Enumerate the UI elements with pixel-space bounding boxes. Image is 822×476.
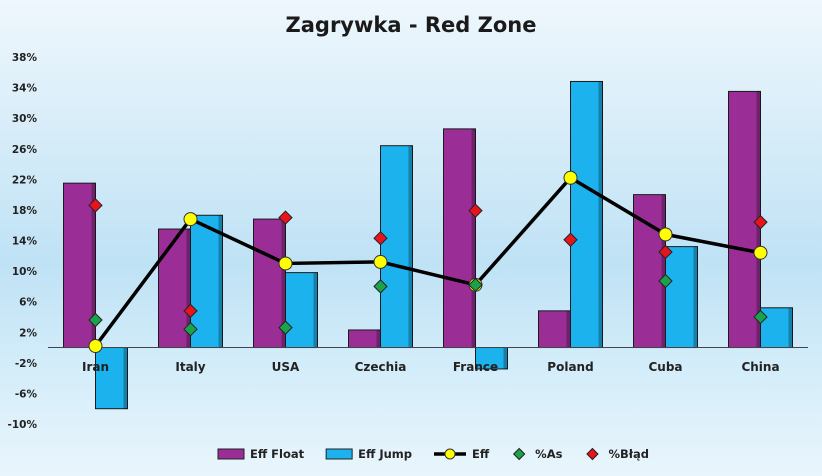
bar-shade bbox=[186, 229, 191, 348]
y-tick-label: -10% bbox=[8, 419, 38, 431]
category-label: Iran bbox=[82, 360, 109, 374]
legend-swatch bbox=[586, 447, 599, 461]
bar-shade bbox=[91, 183, 96, 348]
marker-blad bbox=[278, 210, 293, 225]
bar-shade bbox=[598, 81, 603, 348]
point-eff bbox=[658, 227, 673, 242]
legend-label: %Błąd bbox=[608, 447, 649, 461]
marker-as bbox=[468, 277, 483, 293]
category-label: China bbox=[741, 360, 779, 374]
legend-item-blad: %Błąd bbox=[586, 447, 649, 461]
point-eff bbox=[563, 170, 578, 185]
point-eff bbox=[183, 212, 198, 227]
marker-blad bbox=[183, 303, 198, 319]
y-tick-label: -2% bbox=[15, 358, 38, 370]
bar-shade bbox=[471, 128, 476, 348]
bar-shade bbox=[503, 347, 508, 369]
point-eff bbox=[88, 339, 103, 354]
category-label: Italy bbox=[175, 360, 205, 374]
chart-title: Zagrywka - Red Zone bbox=[286, 13, 537, 37]
bar-eff-jump bbox=[570, 80, 603, 349]
legend-swatch bbox=[217, 448, 245, 460]
y-tick-label: -6% bbox=[15, 388, 38, 400]
bar-eff-jump bbox=[665, 246, 698, 349]
series-as bbox=[88, 273, 768, 337]
bar-eff-jump bbox=[760, 307, 793, 349]
marker-blad bbox=[753, 214, 768, 230]
category-label: France bbox=[453, 360, 498, 374]
marker-as bbox=[373, 279, 388, 294]
bar-eff-float bbox=[728, 90, 761, 349]
y-tick-label: 22% bbox=[12, 174, 38, 186]
bar-eff-float bbox=[63, 182, 96, 349]
bar-shade bbox=[408, 145, 413, 348]
bar-shade bbox=[281, 219, 286, 348]
category-label: Poland bbox=[547, 360, 593, 374]
y-tick-label: 18% bbox=[12, 205, 38, 217]
series-eff-float bbox=[63, 90, 761, 349]
legend-swatch bbox=[325, 448, 353, 460]
bar-eff-float bbox=[443, 128, 476, 349]
y-tick-label: 6% bbox=[19, 297, 37, 309]
series-blad bbox=[88, 198, 768, 319]
bar-shade bbox=[788, 307, 793, 348]
bar-shade bbox=[218, 215, 223, 348]
marker-blad bbox=[88, 198, 103, 213]
bar-shade bbox=[313, 272, 318, 348]
legend-item-as: %As bbox=[512, 447, 563, 461]
bar-shade bbox=[123, 347, 128, 409]
y-tick-label: 26% bbox=[12, 144, 38, 156]
legend-label: Eff bbox=[472, 447, 490, 461]
y-tick-label: 14% bbox=[12, 236, 38, 248]
legend-label: Eff Float bbox=[250, 447, 305, 461]
marker-as bbox=[88, 312, 103, 328]
y-tick-label: 38% bbox=[12, 52, 38, 64]
marker-blad bbox=[563, 232, 578, 247]
legend-item-eff-jump: Eff Jump bbox=[325, 447, 412, 461]
bar-shade bbox=[661, 194, 666, 348]
bar-eff-jump bbox=[95, 347, 128, 410]
point-eff bbox=[373, 254, 388, 269]
plot-area bbox=[48, 80, 808, 410]
legend-label: %As bbox=[535, 447, 562, 461]
y-tick-label: 30% bbox=[12, 113, 38, 125]
legend: Eff Float Eff Jump Eff %As %Błąd bbox=[217, 447, 649, 461]
category-label: USA bbox=[272, 360, 300, 374]
y-tick-label: 2% bbox=[19, 327, 37, 339]
legend-swatch bbox=[512, 447, 526, 461]
category-label: Cuba bbox=[648, 360, 682, 374]
point-eff bbox=[753, 245, 768, 260]
bar-shade bbox=[693, 246, 698, 348]
series-eff-jump bbox=[95, 80, 793, 410]
marker-as bbox=[658, 273, 673, 289]
category-label: Czechia bbox=[355, 360, 407, 374]
marker-blad bbox=[658, 244, 673, 260]
bar-eff-float bbox=[348, 329, 381, 349]
bar-eff-float bbox=[538, 310, 571, 349]
marker-blad bbox=[373, 230, 388, 246]
y-tick-label: 10% bbox=[12, 266, 38, 278]
bar-shade bbox=[566, 310, 571, 348]
y-tick-label: 34% bbox=[12, 83, 38, 95]
y-axis: 38% 34% 30% 26% 22% 18% 14% 10% 6% 2% -2% -6% -10% bbox=[8, 52, 38, 431]
marker-as bbox=[183, 321, 198, 337]
legend-label: Eff Jump bbox=[358, 447, 412, 461]
point-eff bbox=[278, 256, 293, 271]
line-eff bbox=[94, 176, 761, 348]
marker-as bbox=[278, 320, 293, 335]
x-axis: Iran Italy USA Czechia France Poland Cuba China bbox=[82, 360, 780, 374]
legend-item-eff: Eff bbox=[434, 447, 490, 461]
bar-shade bbox=[376, 329, 381, 348]
legend-item-eff-float: Eff Float bbox=[217, 447, 305, 461]
marker-as bbox=[753, 309, 768, 325]
marker-blad bbox=[468, 203, 483, 218]
legend-marker bbox=[444, 448, 456, 460]
bar-eff-jump bbox=[285, 272, 318, 349]
bar-eff-jump bbox=[380, 145, 413, 349]
